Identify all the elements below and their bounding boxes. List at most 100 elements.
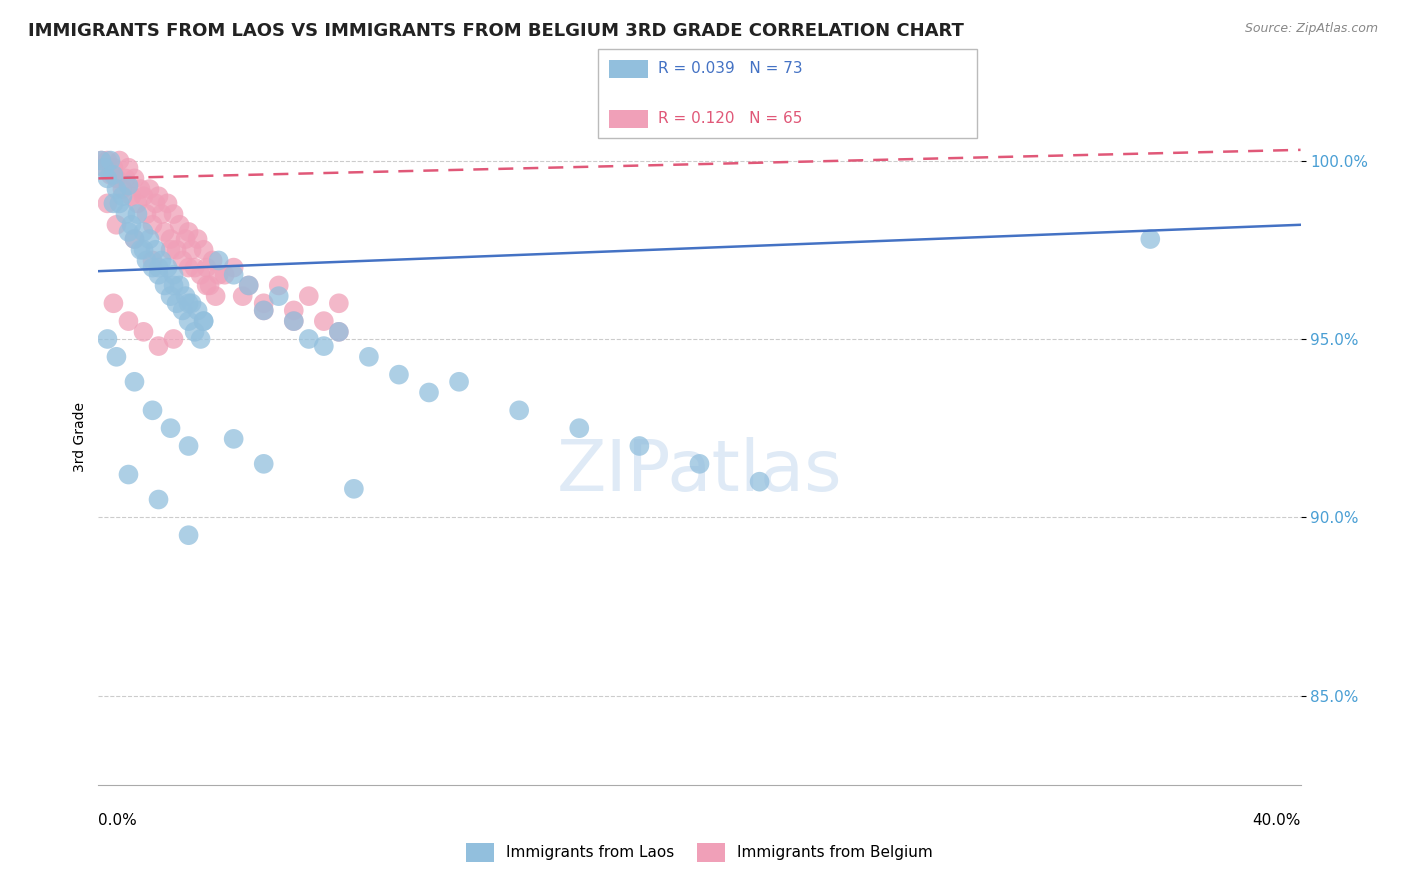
Point xyxy=(103,161,125,175)
Point xyxy=(183,325,205,339)
Point xyxy=(124,232,146,246)
Point xyxy=(114,171,136,186)
Point xyxy=(568,421,591,435)
Point xyxy=(1139,232,1161,246)
Point xyxy=(90,153,112,168)
Point xyxy=(96,332,118,346)
Text: IMMIGRANTS FROM LAOS VS IMMIGRANTS FROM BELGIUM 3RD GRADE CORRELATION CHART: IMMIGRANTS FROM LAOS VS IMMIGRANTS FROM … xyxy=(28,22,965,40)
Point xyxy=(141,403,163,417)
Point xyxy=(100,168,122,182)
Point xyxy=(117,161,139,175)
Point xyxy=(253,303,276,318)
Point xyxy=(198,278,221,293)
Point xyxy=(172,303,194,318)
Point xyxy=(105,350,128,364)
Point xyxy=(129,182,152,196)
Point xyxy=(159,232,181,246)
Text: R = 0.120   N = 65: R = 0.120 N = 65 xyxy=(658,112,803,126)
Point xyxy=(312,314,335,328)
Point xyxy=(343,482,366,496)
Point xyxy=(114,207,136,221)
Point xyxy=(150,253,173,268)
Point xyxy=(193,243,215,257)
Point xyxy=(357,350,380,364)
Point xyxy=(328,325,350,339)
Point xyxy=(121,218,143,232)
Point xyxy=(162,278,184,293)
Point xyxy=(190,268,212,282)
Point xyxy=(418,385,440,400)
Point xyxy=(159,421,181,435)
Point xyxy=(141,218,163,232)
Point xyxy=(238,278,260,293)
Point xyxy=(148,339,170,353)
Point xyxy=(117,314,139,328)
Point xyxy=(172,253,194,268)
Point xyxy=(204,289,226,303)
Point xyxy=(105,218,128,232)
Point xyxy=(174,232,197,246)
Point xyxy=(222,260,245,275)
Point xyxy=(153,225,176,239)
Point xyxy=(166,243,188,257)
Point xyxy=(159,243,181,257)
Point xyxy=(162,207,184,221)
Point xyxy=(162,332,184,346)
Point xyxy=(90,153,112,168)
Point xyxy=(174,289,197,303)
Point xyxy=(201,253,224,268)
Point xyxy=(177,314,200,328)
Y-axis label: 3rd Grade: 3rd Grade xyxy=(73,402,87,472)
Text: Source: ZipAtlas.com: Source: ZipAtlas.com xyxy=(1244,22,1378,36)
Point xyxy=(96,196,118,211)
Point xyxy=(159,289,181,303)
Point xyxy=(129,243,152,257)
Point xyxy=(108,153,131,168)
Point xyxy=(121,189,143,203)
Point xyxy=(103,296,125,310)
Point xyxy=(103,196,125,211)
Point xyxy=(283,314,305,328)
Point xyxy=(124,375,146,389)
Point xyxy=(153,278,176,293)
Point xyxy=(100,153,122,168)
Point xyxy=(267,278,290,293)
Point xyxy=(141,260,163,275)
Point xyxy=(253,457,276,471)
Point xyxy=(111,189,134,203)
Point xyxy=(148,492,170,507)
Point xyxy=(166,296,188,310)
Point xyxy=(208,253,231,268)
Point xyxy=(96,153,118,168)
Point xyxy=(141,253,163,268)
Point xyxy=(253,303,276,318)
Point xyxy=(193,314,215,328)
Point xyxy=(148,268,170,282)
Point xyxy=(93,161,115,175)
Point xyxy=(156,260,179,275)
Point xyxy=(145,243,167,257)
Point xyxy=(222,268,245,282)
Point xyxy=(135,253,157,268)
Point xyxy=(253,296,276,310)
Text: ZIPatlas: ZIPatlas xyxy=(557,437,842,507)
Point xyxy=(214,268,236,282)
Point xyxy=(232,289,254,303)
Point xyxy=(180,243,202,257)
Point xyxy=(328,296,350,310)
Point xyxy=(298,289,321,303)
Point xyxy=(298,332,321,346)
Point xyxy=(508,403,530,417)
Point xyxy=(180,296,202,310)
Point xyxy=(132,225,155,239)
Point xyxy=(111,182,134,196)
Point xyxy=(187,303,209,318)
Point xyxy=(117,178,139,193)
Point xyxy=(177,439,200,453)
Point xyxy=(193,314,215,328)
Legend: Immigrants from Laos, Immigrants from Belgium: Immigrants from Laos, Immigrants from Be… xyxy=(460,837,939,868)
Point xyxy=(127,196,149,211)
Point xyxy=(127,207,149,221)
Text: 40.0%: 40.0% xyxy=(1253,814,1301,828)
Point xyxy=(267,289,290,303)
